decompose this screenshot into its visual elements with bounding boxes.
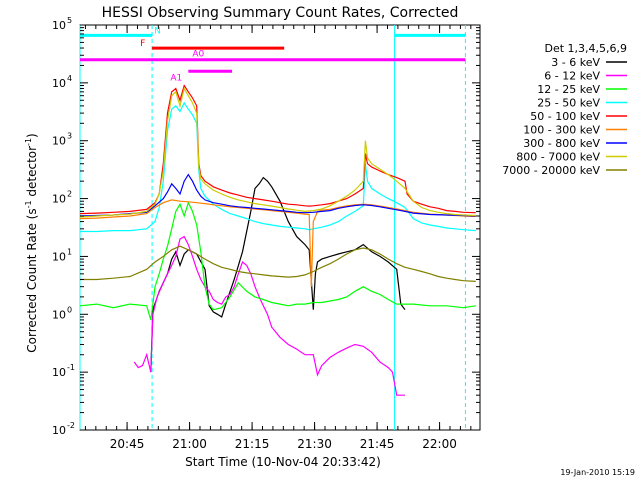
- legend-label-6: 300 - 800 keV: [523, 137, 600, 150]
- series-line-6: [79, 173, 476, 217]
- legend-label-4: 50 - 100 keV: [530, 110, 600, 123]
- legend-label-7: 800 - 7000 keV: [516, 151, 600, 164]
- plot-frame-group: [79, 24, 481, 431]
- series-line-7: [79, 86, 476, 218]
- flag-bars: NF A0 A1: [80, 26, 466, 83]
- y-tick-label-2: 10: [52, 308, 66, 321]
- y-tick-label-0: 10: [52, 424, 66, 437]
- x-tick-label-2: 21:15: [235, 437, 270, 451]
- flag-label-1: F: [140, 39, 145, 49]
- y-label-mid: detector: [25, 146, 39, 201]
- legend-label-2: 12 - 25 keV: [537, 83, 600, 96]
- chart-title: HESSI Observing Summary Count Rates, Cor…: [102, 5, 459, 21]
- y-label-sup1: -1: [24, 200, 33, 208]
- series-line-4: [79, 84, 476, 215]
- x-tick-label-3: 21:30: [297, 437, 332, 451]
- series-line-3: [80, 101, 476, 233]
- x-tick-label-0: 20:45: [110, 437, 145, 451]
- y-label-end: ): [25, 133, 39, 138]
- y-tick-sup-4: 2: [67, 190, 72, 199]
- y-tick-sup-2: 0: [67, 305, 72, 314]
- series-line-8: [80, 245, 476, 282]
- flag-label-0: N: [154, 26, 161, 36]
- y-tick-sup-6: 4: [67, 74, 72, 83]
- y-tick-label-5: 10: [52, 135, 66, 148]
- x-axis: 20:45 21:00 21:15 21:30 21:45 22:00: [84, 25, 472, 451]
- legend-label-8: 7000 - 20000 keV: [502, 164, 600, 177]
- series-line-1: [133, 235, 405, 396]
- series-line-2: [79, 201, 476, 321]
- series-lines: [79, 84, 476, 396]
- x-tick-label-1: 21:00: [172, 437, 207, 451]
- flag-label-3: A1: [170, 73, 182, 83]
- y-tick-label-3: 10: [52, 250, 66, 263]
- legend-label-1: 6 - 12 keV: [544, 70, 600, 83]
- x-axis-label: Start Time (10-Nov-04 20:33:42): [185, 455, 381, 469]
- legend-label-5: 100 - 300 keV: [523, 124, 600, 137]
- flag-label-2: A0: [192, 50, 204, 60]
- y-tick-sup-1: -1: [67, 363, 75, 372]
- series-line-5: [79, 199, 476, 287]
- footer-timestamp: 19-Jan-2010 15:19: [560, 468, 635, 477]
- y-tick-sup-0: -2: [67, 421, 75, 430]
- y-tick-sup-3: 1: [67, 247, 72, 256]
- y-tick-label-1: 10: [52, 366, 66, 379]
- y-tick-sup-5: 3: [67, 132, 72, 141]
- legend-label-0: 3 - 6 keV: [551, 56, 600, 69]
- legend-label-3: 25 - 50 keV: [537, 97, 600, 110]
- night-lines: [79, 25, 466, 430]
- y-tick-label-4: 10: [52, 193, 66, 206]
- x-tick-label-5: 22:00: [422, 437, 457, 451]
- y-tick-sup-7: 5: [67, 16, 72, 25]
- y-label-sup2: -1: [24, 138, 33, 146]
- y-axis-label: Corrected Count Rate (s-1 detector-1): [24, 133, 39, 352]
- y-label-main: Corrected Count Rate (s: [25, 208, 39, 352]
- y-tick-label-6: 10: [52, 77, 66, 90]
- x-tick-label-4: 21:45: [360, 437, 395, 451]
- plot-frame: [79, 24, 481, 431]
- legend-header: Det 1,3,4,5,6,9: [544, 42, 627, 55]
- y-tick-label-7: 10: [52, 19, 66, 32]
